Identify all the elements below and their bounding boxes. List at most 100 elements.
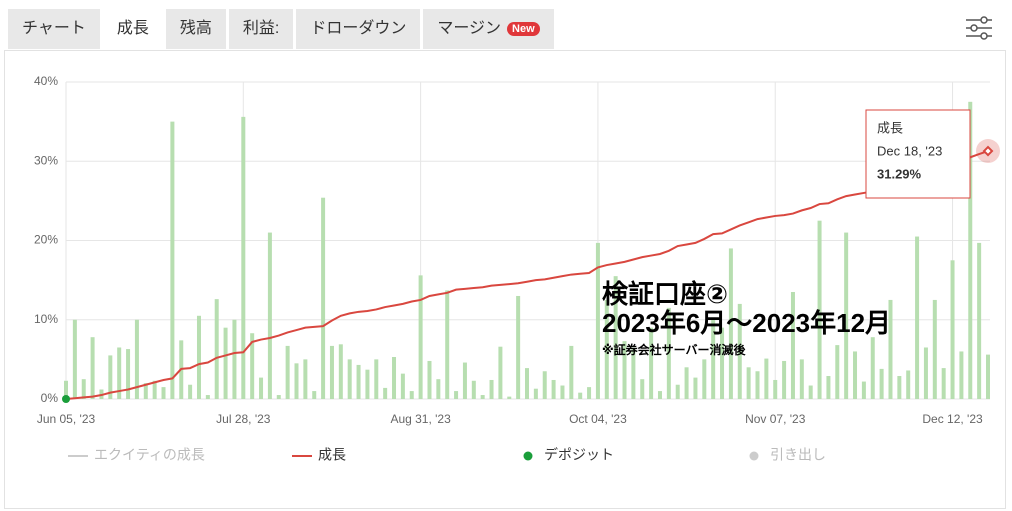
tab-label: ドローダウン	[310, 20, 407, 37]
bar	[64, 380, 68, 399]
bar	[977, 242, 982, 399]
bar	[117, 347, 122, 399]
tooltip-title: 成長	[877, 120, 903, 135]
bar	[267, 232, 272, 399]
bar	[906, 370, 911, 399]
bar	[897, 376, 902, 399]
bar	[223, 327, 228, 399]
bar	[525, 368, 529, 399]
tab[interactable]: ドローダウン	[296, 9, 421, 49]
legend-label[interactable]: 引き出し	[770, 447, 826, 463]
bar	[711, 317, 716, 399]
bar	[755, 371, 760, 399]
bar	[737, 303, 742, 399]
x-tick-label: Nov 07, '23	[745, 412, 806, 426]
bar	[241, 116, 246, 400]
bar	[418, 275, 423, 399]
bar	[587, 387, 592, 399]
tooltip-box	[865, 109, 971, 199]
bar	[480, 395, 485, 399]
annotation: ※証券会社サーバー消滅後	[602, 342, 747, 357]
bar	[516, 295, 521, 399]
bar	[790, 292, 795, 399]
bar	[400, 373, 405, 399]
bar	[170, 121, 175, 399]
tab[interactable]: チャート	[8, 9, 100, 49]
bar	[808, 385, 813, 399]
bar	[427, 360, 432, 399]
bar	[595, 242, 600, 399]
tab-label: 残高	[179, 20, 212, 37]
x-tick-label: Jun 05, '23	[37, 412, 96, 426]
bar	[338, 344, 343, 399]
tab-label: 利益:	[242, 20, 280, 37]
bar	[347, 359, 352, 399]
tab[interactable]: 残高	[165, 9, 226, 49]
legend-label[interactable]: デポジット	[544, 447, 614, 463]
bar	[161, 387, 166, 399]
bar	[923, 347, 928, 399]
bar	[879, 368, 884, 399]
bar	[959, 351, 964, 399]
bar	[799, 359, 804, 399]
deposit-point	[62, 395, 70, 403]
tab-label: マージン	[437, 20, 502, 37]
bar	[436, 379, 441, 399]
bar	[250, 333, 255, 399]
bar	[152, 380, 157, 399]
bar	[374, 359, 379, 399]
tab-bar: チャート 成長 残高 利益: ドローダウン マージン New	[8, 9, 557, 49]
tab-label: 成長	[116, 20, 149, 37]
x-tick-label: Oct 04, '23	[569, 412, 627, 426]
bar	[622, 341, 627, 399]
bar	[454, 391, 459, 399]
chart-frame	[4, 50, 1006, 509]
bar	[853, 351, 858, 399]
settings-icon[interactable]	[966, 16, 992, 40]
x-tick-label: Aug 31, '23	[390, 412, 451, 426]
bar	[782, 360, 787, 399]
bar	[383, 387, 388, 399]
tab[interactable]: 成長	[102, 9, 163, 49]
bar	[507, 396, 512, 399]
bar	[560, 385, 565, 399]
bar	[968, 101, 973, 399]
y-tick-label: 40%	[34, 74, 58, 88]
bar	[728, 248, 733, 399]
bar	[276, 395, 281, 399]
bar	[613, 276, 618, 399]
bar	[134, 319, 139, 399]
tab[interactable]: マージン New	[423, 9, 554, 49]
bar	[498, 346, 503, 399]
tab[interactable]: 利益:	[228, 9, 294, 49]
bar	[684, 367, 689, 399]
x-tick-label: Dec 12, '23	[922, 412, 983, 426]
bar	[462, 362, 467, 399]
bar	[773, 379, 778, 399]
bar	[445, 290, 450, 399]
new-badge: New	[507, 21, 540, 36]
annotation: 2023年6月～2023年12月	[602, 308, 891, 338]
bar	[321, 197, 326, 399]
legend-label[interactable]: エクイティの成長	[94, 447, 205, 463]
bar	[143, 383, 148, 399]
bar	[108, 355, 113, 399]
legend-label[interactable]: 成長	[318, 447, 346, 463]
bar	[533, 388, 538, 399]
bar	[329, 345, 334, 399]
y-tick-label: 20%	[34, 233, 58, 247]
bar	[844, 232, 849, 399]
bar	[666, 307, 671, 399]
bar	[817, 220, 822, 399]
bar	[826, 376, 831, 399]
bar	[409, 391, 414, 399]
bar	[649, 327, 654, 399]
bar	[631, 347, 636, 399]
bar	[578, 392, 583, 399]
bar	[205, 395, 210, 399]
bar	[294, 363, 299, 399]
bar	[941, 368, 946, 399]
bar	[392, 356, 397, 399]
